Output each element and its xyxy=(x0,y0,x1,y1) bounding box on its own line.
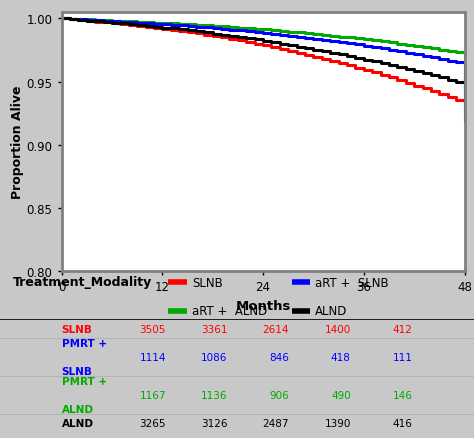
Y-axis label: Proportion Alive: Proportion Alive xyxy=(11,86,24,199)
Text: 412: 412 xyxy=(392,324,412,334)
Text: 418: 418 xyxy=(331,352,351,362)
Text: 3265: 3265 xyxy=(139,418,166,428)
Text: SLNB: SLNB xyxy=(62,366,92,376)
Text: SLNB: SLNB xyxy=(62,324,92,334)
Text: 3126: 3126 xyxy=(201,418,228,428)
Text: ALND: ALND xyxy=(62,418,94,428)
Text: SLNB: SLNB xyxy=(192,276,223,289)
Text: aRT +  ALND: aRT + ALND xyxy=(192,304,267,318)
Text: 1167: 1167 xyxy=(139,390,166,400)
Text: 3505: 3505 xyxy=(139,324,166,334)
Text: aRT +  SLNB: aRT + SLNB xyxy=(315,276,389,289)
Text: 2614: 2614 xyxy=(263,324,289,334)
Text: 1136: 1136 xyxy=(201,390,228,400)
Text: 1390: 1390 xyxy=(324,418,351,428)
Text: 2487: 2487 xyxy=(263,418,289,428)
Text: PMRT +: PMRT + xyxy=(62,338,107,348)
Text: 111: 111 xyxy=(392,352,412,362)
Text: ALND: ALND xyxy=(62,404,94,414)
Text: PMRT +: PMRT + xyxy=(62,376,107,386)
Text: 1400: 1400 xyxy=(325,324,351,334)
Text: 1114: 1114 xyxy=(139,352,166,362)
Text: 906: 906 xyxy=(269,390,289,400)
Text: 490: 490 xyxy=(331,390,351,400)
Text: ALND: ALND xyxy=(315,304,347,318)
Text: 846: 846 xyxy=(269,352,289,362)
Text: 3361: 3361 xyxy=(201,324,228,334)
X-axis label: Months: Months xyxy=(236,299,291,312)
Text: 416: 416 xyxy=(392,418,412,428)
Text: Treatment_Modality: Treatment_Modality xyxy=(13,275,153,288)
Text: 1086: 1086 xyxy=(201,352,228,362)
Text: 146: 146 xyxy=(392,390,412,400)
